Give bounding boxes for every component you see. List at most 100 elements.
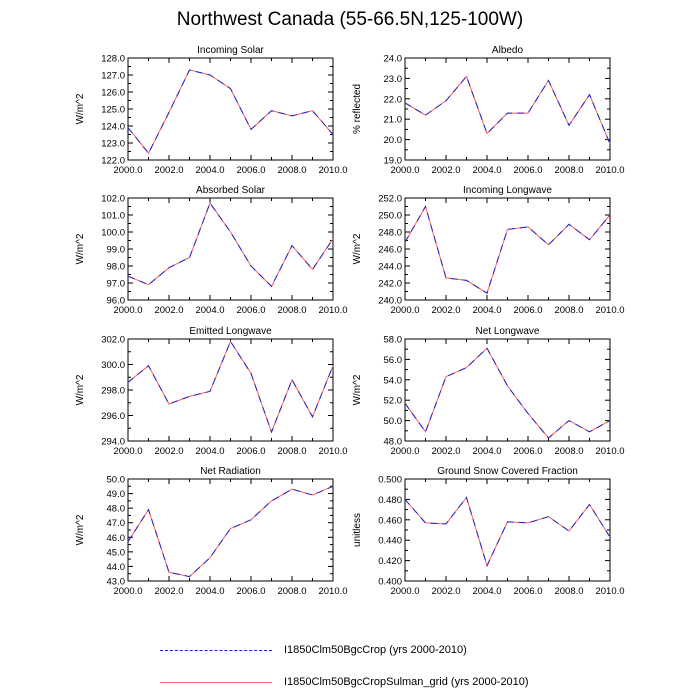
y-tick-label: 250.0 — [378, 211, 402, 222]
y-tick-label: 0.420 — [378, 556, 402, 567]
y-tick-label: 127.0 — [101, 71, 125, 82]
x-tick-label: 2004.0 — [472, 165, 501, 176]
x-tick-label: 2006.0 — [513, 586, 542, 597]
y-tick-label: 0.400 — [378, 577, 402, 588]
x-tick-label: 2010.0 — [318, 165, 347, 176]
y-tick-label: 99.0 — [107, 245, 126, 256]
x-tick-label: 2010.0 — [595, 446, 624, 457]
x-tick-label: 2010.0 — [595, 586, 624, 597]
x-tick-label: 2002.0 — [431, 586, 460, 597]
y-tick-label: 56.0 — [384, 355, 403, 366]
y-tick-label: 246.0 — [378, 245, 402, 256]
x-tick-label: 2010.0 — [318, 586, 347, 597]
y-axis-label: W/m^2 — [75, 374, 86, 405]
panel-title: Incoming Longwave — [463, 185, 552, 196]
y-tick-label: 123.0 — [101, 139, 125, 150]
x-tick-label: 2000.0 — [390, 165, 419, 176]
plot-frame — [404, 197, 611, 301]
x-tick-label: 2000.0 — [390, 305, 419, 316]
plot-frame — [127, 197, 334, 301]
series-line-dashed — [404, 75, 611, 144]
y-tick-label: 50.0 — [107, 475, 126, 486]
y-tick-label: 0.500 — [378, 475, 402, 486]
x-tick-label: 2004.0 — [472, 586, 501, 597]
panel-title: Net Longwave — [476, 326, 540, 337]
panel-4: Incoming Longwave W/m^2 240.0 242.0 244.0 246… — [352, 185, 625, 316]
y-tick-label: 48.0 — [107, 504, 126, 515]
x-tick-label: 2000.0 — [113, 165, 142, 176]
panel-3: Absorbed Solar W/m^2 96.0 97.0 98.0 99.0 100.0… — [75, 185, 348, 316]
y-axis-label: W/m^2 — [75, 93, 86, 124]
panel-2: Albedo % reflected 19.0 20.0 21.0 22.0 23.0 24.… — [352, 45, 625, 176]
legend-label-1: I1850Clm50BgcCrop (yrs 2000-2010) — [284, 644, 467, 656]
panel-7: Net Radiation W/m^2 43.0 44.0 45.0 46.0 47.0 48… — [75, 466, 348, 597]
x-tick-label: 2000.0 — [113, 586, 142, 597]
x-tick-label: 2004.0 — [195, 586, 224, 597]
x-tick-label: 2000.0 — [390, 586, 419, 597]
y-tick-label: 44.0 — [107, 562, 126, 573]
x-tick-label: 2008.0 — [277, 305, 306, 316]
x-tick-label: 2006.0 — [513, 446, 542, 457]
panel-5: Emitted Longwave W/m^2 294.0 296.0 298.0 300.… — [75, 326, 348, 457]
plot-frame — [127, 57, 334, 161]
y-tick-label: 47.0 — [107, 518, 126, 529]
x-tick-label: 2004.0 — [472, 305, 501, 316]
y-tick-label: 300.0 — [101, 360, 125, 371]
y-tick-label: 0.480 — [378, 495, 402, 506]
x-tick-label: 2004.0 — [472, 446, 501, 457]
y-tick-label: 20.0 — [384, 135, 403, 146]
series-line-dashed — [127, 485, 334, 578]
y-tick-label: 298.0 — [101, 386, 125, 397]
x-tick-label: 2010.0 — [318, 305, 347, 316]
y-axis-label: W/m^2 — [352, 233, 363, 264]
y-tick-label: 252.0 — [378, 194, 402, 205]
y-tick-label: 126.0 — [101, 88, 125, 99]
panel-title: Net Radiation — [200, 466, 261, 477]
series-line-solid — [127, 485, 334, 578]
y-tick-label: 58.0 — [384, 335, 403, 346]
x-tick-label: 2000.0 — [390, 446, 419, 457]
x-tick-label: 2002.0 — [154, 165, 183, 176]
y-tick-label: 98.0 — [107, 262, 126, 273]
panel-title: Incoming Solar — [197, 45, 264, 56]
series-line-dashed — [404, 347, 611, 439]
y-axis-label: W/m^2 — [75, 233, 86, 264]
x-tick-label: 2006.0 — [236, 305, 265, 316]
x-tick-label: 2008.0 — [277, 446, 306, 457]
series-line-dashed — [127, 202, 334, 288]
series-line-solid — [127, 202, 334, 288]
panel-title: Emitted Longwave — [189, 326, 272, 337]
x-tick-label: 2010.0 — [595, 165, 624, 176]
series-line-dashed — [127, 69, 334, 155]
series-line-solid — [404, 347, 611, 439]
x-tick-label: 2010.0 — [595, 305, 624, 316]
x-tick-label: 2004.0 — [195, 305, 224, 316]
series-line-solid — [404, 205, 611, 294]
legend-label-2: I1850Clm50BgcCropSulman_grid (yrs 2000-2… — [284, 676, 529, 688]
series-line-solid — [127, 69, 334, 155]
y-tick-label: 21.0 — [384, 115, 403, 126]
legend-entry-2: I1850Clm50BgcCropSulman_grid (yrs 2000-2… — [160, 676, 529, 688]
x-tick-label: 2006.0 — [236, 586, 265, 597]
panel-6: Net Longwave W/m^2 48.0 50.0 52.0 54.0 56.0 58.… — [352, 326, 625, 457]
series-line-dashed — [404, 205, 611, 294]
y-tick-label: 22.0 — [384, 94, 403, 105]
series-line-dashed — [404, 496, 611, 568]
y-tick-label: 244.0 — [378, 262, 402, 273]
y-tick-label: 19.0 — [384, 156, 403, 167]
x-tick-label: 2008.0 — [277, 165, 306, 176]
series-line-solid — [404, 75, 611, 144]
legend-swatch-dashed — [160, 649, 272, 651]
x-tick-label: 2002.0 — [431, 446, 460, 457]
x-tick-label: 2006.0 — [513, 305, 542, 316]
y-tick-label: 242.0 — [378, 279, 402, 290]
y-tick-label: 24.0 — [384, 54, 403, 65]
x-tick-label: 2006.0 — [236, 165, 265, 176]
y-tick-label: 248.0 — [378, 228, 402, 239]
y-tick-label: 124.0 — [101, 122, 125, 133]
y-tick-label: 302.0 — [101, 335, 125, 346]
x-tick-label: 2008.0 — [277, 586, 306, 597]
y-tick-label: 296.0 — [101, 411, 125, 422]
y-tick-label: 49.0 — [107, 489, 126, 500]
x-tick-label: 2002.0 — [154, 446, 183, 457]
